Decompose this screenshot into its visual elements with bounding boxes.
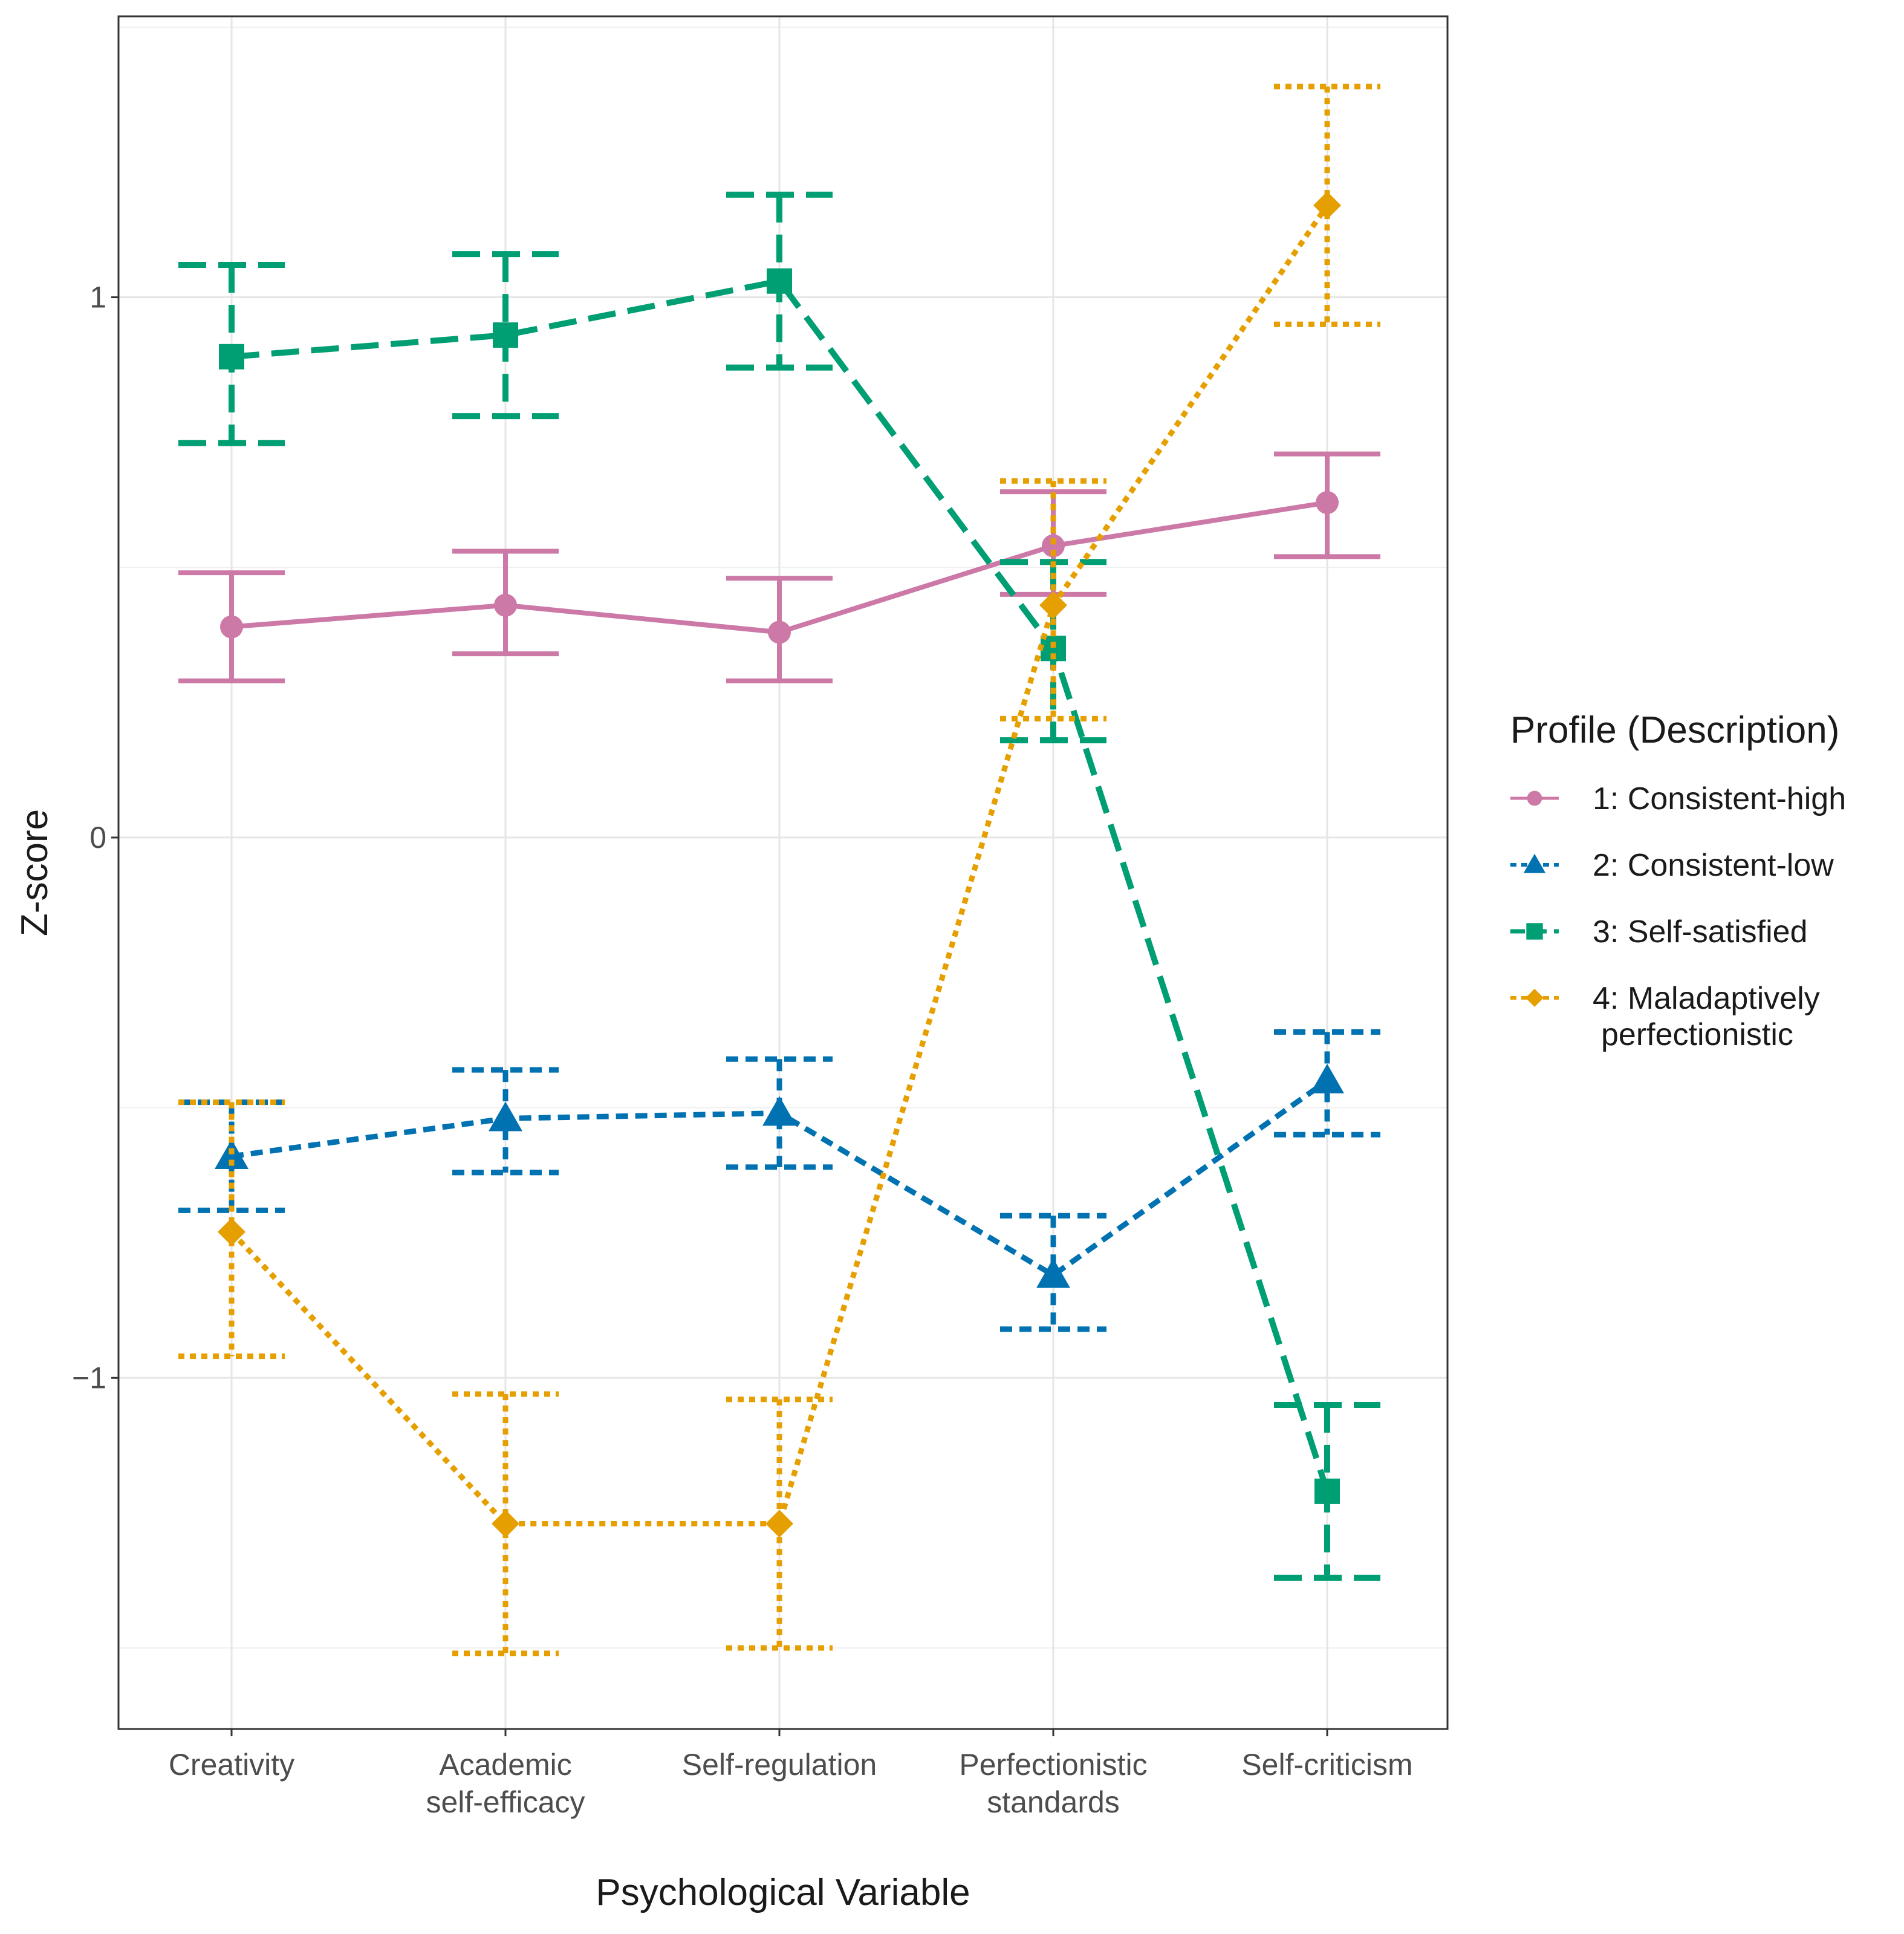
- series-4: [178, 83, 1380, 1656]
- x-tick-label-line: Perfectionistic: [959, 1748, 1147, 1782]
- legend-key-marker: [1527, 790, 1542, 806]
- legend-label: 4: Maladaptively perfectionistic: [1593, 981, 1820, 1052]
- y-axis-title: Z-score: [14, 809, 56, 936]
- legend-label-line: 4: Maladaptively: [1593, 981, 1820, 1016]
- data-point-marker: [767, 268, 792, 294]
- y-tick-label: −1: [72, 1361, 106, 1395]
- data-point-marker: [489, 1101, 522, 1131]
- legend-label-line: 1: Consistent-high: [1593, 781, 1846, 816]
- x-axis-title: Psychological Variable: [596, 1872, 970, 1913]
- data-point-marker: [762, 1096, 796, 1126]
- data-point-marker: [1316, 491, 1339, 515]
- data-point-marker: [492, 1509, 519, 1538]
- x-tick-label-line: self-efficacy: [426, 1785, 585, 1819]
- series-line: [231, 278, 1330, 1493]
- x-tick-label-line: Academic: [439, 1748, 572, 1782]
- legend-label-line: 2: Consistent-low: [1593, 848, 1834, 883]
- data-point-marker: [768, 620, 791, 644]
- data-point-marker: [1036, 1258, 1070, 1288]
- y-tick-label: 1: [89, 281, 106, 314]
- data-point-marker: [218, 1218, 245, 1246]
- x-tick-label-line: Self-criticism: [1241, 1748, 1412, 1782]
- series-layer: [178, 83, 1380, 1656]
- legend-label: 1: Consistent-high: [1593, 781, 1846, 816]
- x-tick-label: Academic self-efficacy: [426, 1748, 585, 1819]
- data-point-marker: [493, 322, 518, 348]
- plot-panel-border: [117, 15, 1449, 1730]
- axes: 1 0 −1 Creativity Academic self-efficacy Self-…: [72, 281, 1413, 1819]
- legend-label-line: 3: Self-satisfied: [1593, 914, 1808, 949]
- legend-label: 2: Consistent-low: [1593, 848, 1834, 883]
- data-point-marker: [494, 593, 517, 617]
- x-tick-label-line: standards: [987, 1785, 1120, 1819]
- legend-key-marker: [1526, 923, 1543, 940]
- legend-key-marker: [1525, 989, 1544, 1007]
- x-tick-label-line: Self-regulation: [682, 1748, 877, 1782]
- legend-label-line: perfectionistic: [1601, 1017, 1793, 1052]
- x-tick-label-line: Creativity: [169, 1748, 294, 1782]
- legend-key-marker: [1523, 853, 1546, 873]
- x-tick-label: Self-criticism: [1241, 1748, 1412, 1782]
- data-point-marker: [1313, 191, 1341, 220]
- legend-label: 3: Self-satisfied: [1593, 914, 1808, 949]
- data-point-marker: [1314, 1478, 1340, 1504]
- data-point-marker: [1039, 591, 1067, 619]
- gridlines: [119, 16, 1447, 1729]
- legend-title: Profile (Description): [1510, 709, 1839, 751]
- legend: Profile (Description) 1: Consistent-high…: [1510, 709, 1846, 1052]
- series-2: [178, 1029, 1380, 1332]
- x-tick-label: Creativity: [169, 1748, 294, 1782]
- y-tick-label: 0: [89, 821, 106, 855]
- data-point-marker: [765, 1509, 793, 1538]
- data-point-marker: [1042, 534, 1065, 558]
- x-tick-label: Self-regulation: [682, 1748, 877, 1782]
- data-point-marker: [1310, 1063, 1344, 1093]
- x-tick-label: Perfectionistic standards: [959, 1748, 1147, 1819]
- data-point-marker: [220, 615, 243, 639]
- data-point-marker: [219, 343, 244, 370]
- series-line: [229, 204, 1330, 1527]
